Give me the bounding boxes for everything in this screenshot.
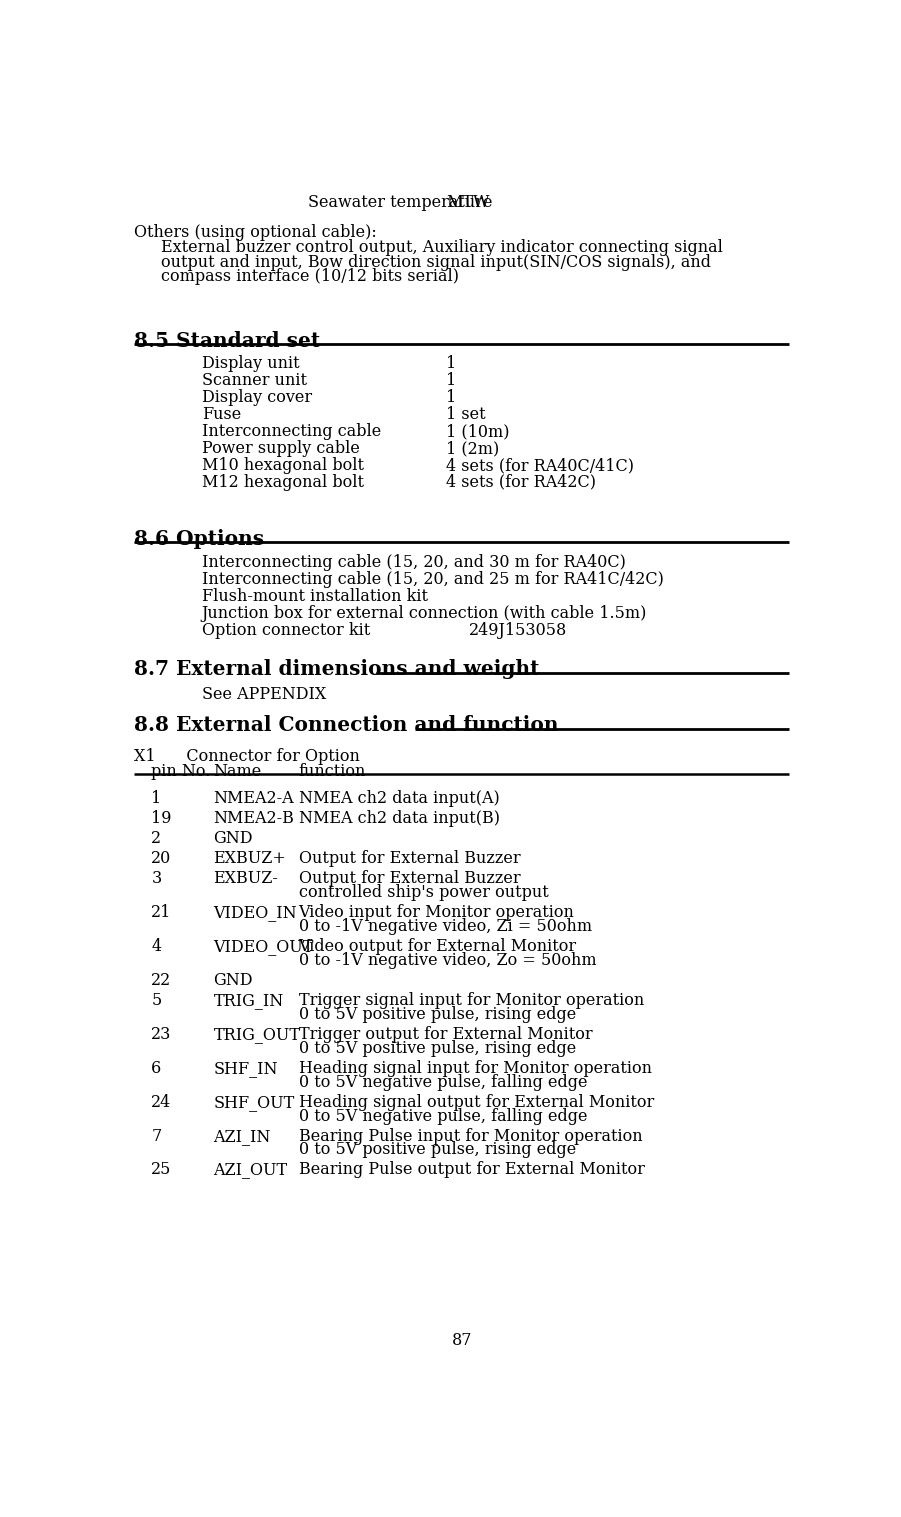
Text: NMEA ch2 data input(B): NMEA ch2 data input(B) [298,810,500,827]
Text: EXBUZ-: EXBUZ- [214,871,278,887]
Text: 4: 4 [151,938,161,956]
Text: VIDEO_OUT: VIDEO_OUT [214,938,314,956]
Text: 2: 2 [151,830,161,848]
Text: Junction box for external connection (with cable 1.5m): Junction box for external connection (wi… [202,605,647,622]
Text: 4 sets (for RA40C/41C): 4 sets (for RA40C/41C) [446,457,634,473]
Text: Video output for External Monitor: Video output for External Monitor [298,938,577,956]
Text: 0 to 5V positive pulse, rising edge: 0 to 5V positive pulse, rising edge [298,1039,576,1057]
Text: Interconnecting cable (15, 20, and 30 m for RA40C): Interconnecting cable (15, 20, and 30 m … [202,554,625,570]
Text: 6: 6 [151,1060,161,1077]
Text: 8.6 Options: 8.6 Options [134,528,265,549]
Text: X1      Connector for Option: X1 Connector for Option [134,748,360,765]
Text: Scanner unit: Scanner unit [202,372,306,390]
Text: pin No.: pin No. [151,763,211,780]
Text: Seawater temperature: Seawater temperature [308,194,493,211]
Text: Interconnecting cable: Interconnecting cable [202,423,381,440]
Text: compass interface (10/12 bits serial): compass interface (10/12 bits serial) [160,269,459,285]
Text: 25: 25 [151,1162,172,1179]
Text: 5: 5 [151,992,161,1009]
Text: M12 hexagonal bolt: M12 hexagonal bolt [202,473,364,492]
Text: Flush-mount installation kit: Flush-mount installation kit [202,587,428,605]
Text: See APPENDIX: See APPENDIX [202,686,326,702]
Text: 1: 1 [151,790,161,807]
Text: 22: 22 [151,972,171,989]
Text: 87: 87 [451,1332,472,1349]
Text: 19: 19 [151,810,172,827]
Text: 249J153058: 249J153058 [469,622,568,639]
Text: NMEA2-A: NMEA2-A [214,790,294,807]
Text: 1: 1 [446,355,456,372]
Text: VIDEO_IN: VIDEO_IN [214,904,297,921]
Text: Video input for Monitor operation: Video input for Monitor operation [298,904,575,921]
Text: Output for External Buzzer: Output for External Buzzer [298,871,520,887]
Text: Output for External Buzzer: Output for External Buzzer [298,851,520,868]
Text: M10 hexagonal bolt: M10 hexagonal bolt [202,457,364,473]
Text: Display cover: Display cover [202,390,312,407]
Text: 21: 21 [151,904,172,921]
Text: MTW: MTW [446,194,489,211]
Text: Interconnecting cable (15, 20, and 25 m for RA41C/42C): Interconnecting cable (15, 20, and 25 m … [202,570,664,589]
Text: TRIG_OUT: TRIG_OUT [214,1025,300,1044]
Text: 1 (10m): 1 (10m) [446,423,509,440]
Text: AZI_IN: AZI_IN [214,1127,270,1145]
Text: SHF_OUT: SHF_OUT [214,1094,295,1110]
Text: Trigger signal input for Monitor operation: Trigger signal input for Monitor operati… [298,992,644,1009]
Text: Trigger output for External Monitor: Trigger output for External Monitor [298,1025,592,1044]
Text: 0 to 5V positive pulse, rising edge: 0 to 5V positive pulse, rising edge [298,1006,576,1022]
Text: 1: 1 [446,372,456,390]
Text: External buzzer control output, Auxiliary indicator connecting signal: External buzzer control output, Auxiliar… [160,240,723,256]
Text: GND: GND [214,830,253,848]
Text: 3: 3 [151,871,161,887]
Text: Others (using optional cable):: Others (using optional cable): [134,225,378,241]
Text: GND: GND [214,972,253,989]
Text: 1 set: 1 set [446,407,486,423]
Text: 8.5 Standard set: 8.5 Standard set [134,331,321,350]
Text: Power supply cable: Power supply cable [202,440,359,457]
Text: Option connector kit: Option connector kit [202,622,370,639]
Text: controlled ship's power output: controlled ship's power output [298,884,549,901]
Text: 4 sets (for RA42C): 4 sets (for RA42C) [446,473,596,492]
Text: 0 to 5V negative pulse, falling edge: 0 to 5V negative pulse, falling edge [298,1074,587,1091]
Text: 8.7 External dimensions and weight: 8.7 External dimensions and weight [134,660,540,680]
Text: Heading signal output for External Monitor: Heading signal output for External Monit… [298,1094,654,1110]
Text: Fuse: Fuse [202,407,241,423]
Text: 24: 24 [151,1094,171,1110]
Text: output and input, Bow direction signal input(SIN/COS signals), and: output and input, Bow direction signal i… [160,253,711,270]
Text: function: function [298,763,366,780]
Text: 0 to -1V negative video, Zi = 50ohm: 0 to -1V negative video, Zi = 50ohm [298,918,592,934]
Text: 0 to -1V negative video, Zo = 50ohm: 0 to -1V negative video, Zo = 50ohm [298,953,596,969]
Text: Bearing Pulse input for Monitor operation: Bearing Pulse input for Monitor operatio… [298,1127,642,1145]
Text: 0 to 5V positive pulse, rising edge: 0 to 5V positive pulse, rising edge [298,1141,576,1159]
Text: 8.8 External Connection and function: 8.8 External Connection and function [134,715,559,734]
Text: NMEA ch2 data input(A): NMEA ch2 data input(A) [298,790,499,807]
Text: 23: 23 [151,1025,172,1044]
Text: TRIG_IN: TRIG_IN [214,992,284,1009]
Text: AZI_OUT: AZI_OUT [214,1162,287,1179]
Text: 7: 7 [151,1127,161,1145]
Text: 1 (2m): 1 (2m) [446,440,499,457]
Text: Display unit: Display unit [202,355,299,372]
Text: 1: 1 [446,390,456,407]
Text: EXBUZ+: EXBUZ+ [214,851,287,868]
Text: Heading signal input for Monitor operation: Heading signal input for Monitor operati… [298,1060,651,1077]
Text: 0 to 5V negative pulse, falling edge: 0 to 5V negative pulse, falling edge [298,1107,587,1124]
Text: SHF_IN: SHF_IN [214,1060,278,1077]
Text: Name: Name [214,763,261,780]
Text: Bearing Pulse output for External Monitor: Bearing Pulse output for External Monito… [298,1162,644,1179]
Text: 20: 20 [151,851,171,868]
Text: NMEA2-B: NMEA2-B [214,810,295,827]
